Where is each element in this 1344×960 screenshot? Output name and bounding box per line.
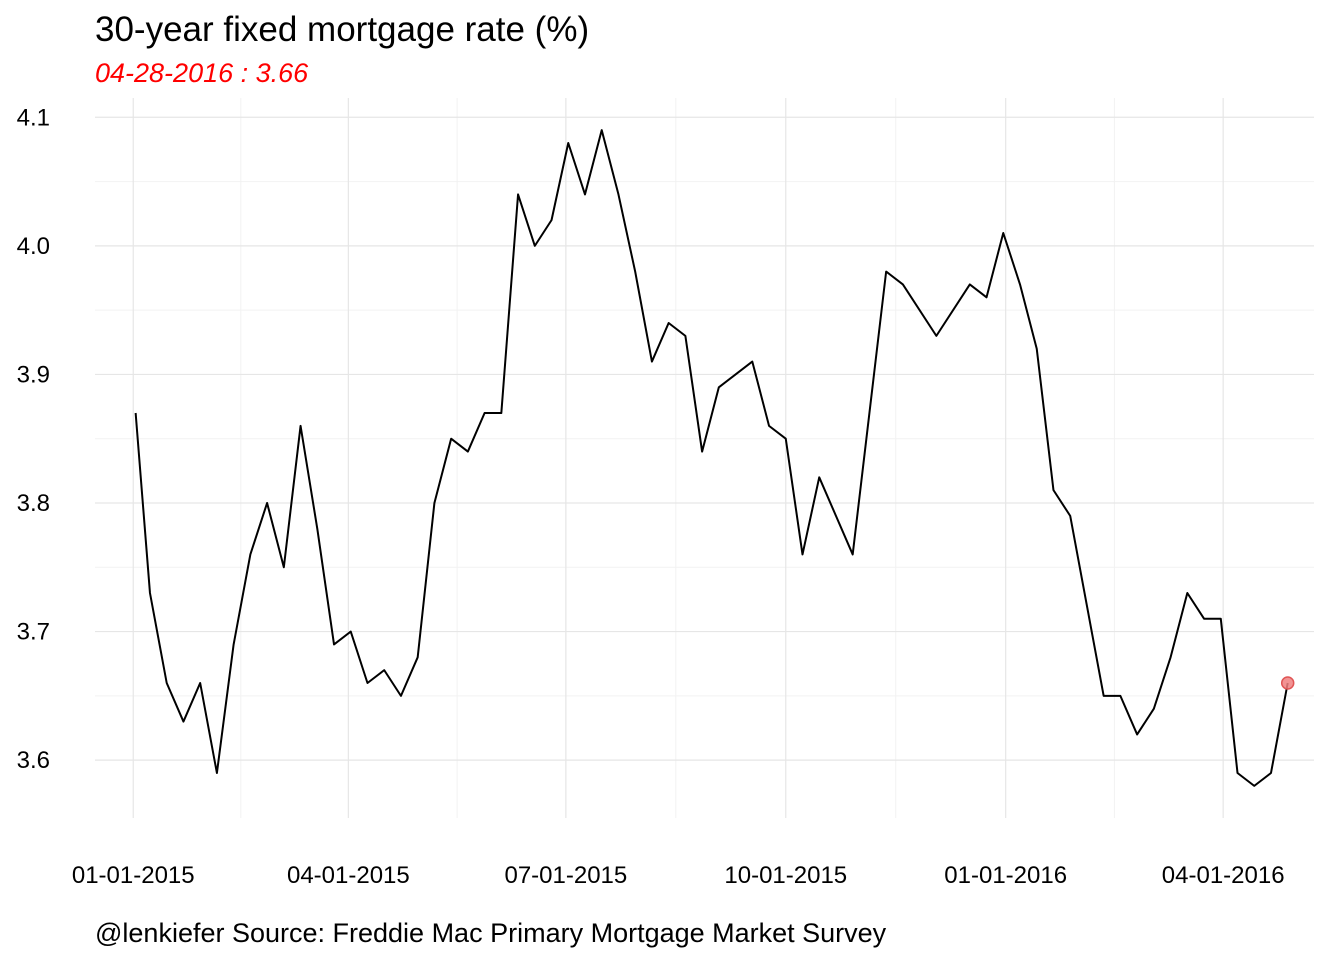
y-tick-label: 4.0 <box>17 233 50 260</box>
series-layer <box>134 129 1289 787</box>
major-gridlines <box>95 98 1314 818</box>
y-tick-label: 3.7 <box>17 619 50 646</box>
highlight-layer <box>1280 676 1295 690</box>
highlight-point <box>1280 676 1295 690</box>
x-tick-label: 04-01-2015 <box>287 862 410 889</box>
y-tick-label: 3.8 <box>17 490 50 517</box>
minor-gridlines <box>95 98 1314 818</box>
chart-title: 30-year fixed mortgage rate (%) <box>95 10 590 49</box>
y-tick-label: 3.9 <box>17 361 50 388</box>
x-tick-label: 04-01-2016 <box>1162 862 1285 889</box>
x-axis: 01-01-2015 04-01-2015 07-01-2015 10-01-2015… <box>72 862 1285 889</box>
y-tick-label: 3.6 <box>17 747 50 774</box>
x-tick-label: 01-01-2015 <box>72 862 195 889</box>
series-line <box>134 129 1289 787</box>
chart-subtitle: 04-28-2016 : 3.66 <box>95 58 309 88</box>
x-tick-label: 01-01-2016 <box>944 862 1067 889</box>
x-tick-label: 07-01-2015 <box>504 862 627 889</box>
y-axis: 3.6 3.7 3.8 3.9 4.0 4.1 <box>17 104 50 774</box>
chart-caption: @lenkiefer Source: Freddie Mac Primary M… <box>95 918 887 948</box>
x-tick-label: 10-01-2015 <box>724 862 847 889</box>
y-tick-label: 4.1 <box>17 104 50 131</box>
